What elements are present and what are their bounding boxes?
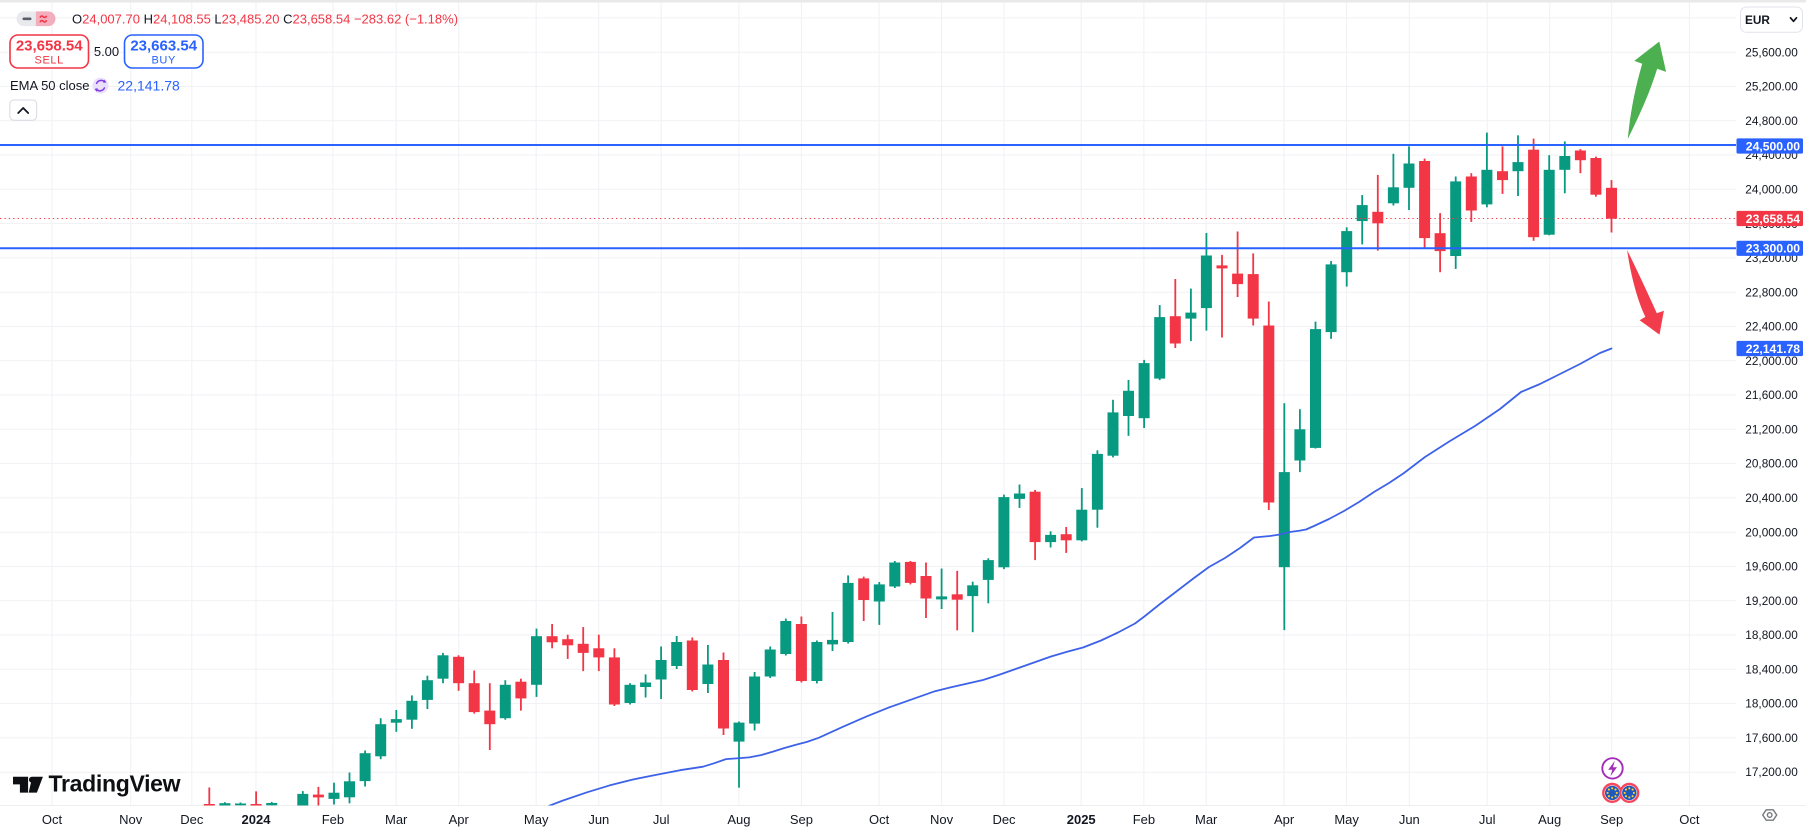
svg-text:21,600.00: 21,600.00 bbox=[1745, 388, 1798, 402]
svg-text:17,600.00: 17,600.00 bbox=[1745, 731, 1798, 745]
svg-text:TradingView: TradingView bbox=[49, 771, 181, 797]
svg-text:25,600.00: 25,600.00 bbox=[1745, 45, 1798, 59]
svg-text:2024: 2024 bbox=[242, 812, 272, 827]
svg-text:Jul: Jul bbox=[1479, 812, 1496, 827]
svg-text:20,800.00: 20,800.00 bbox=[1745, 457, 1798, 471]
svg-text:Sep: Sep bbox=[790, 812, 813, 827]
svg-text:Oct: Oct bbox=[42, 812, 63, 827]
svg-text:18,800.00: 18,800.00 bbox=[1745, 628, 1798, 642]
svg-text:22,141.78: 22,141.78 bbox=[1746, 342, 1800, 356]
svg-text:22,400.00: 22,400.00 bbox=[1745, 320, 1798, 334]
svg-text:May: May bbox=[1334, 812, 1359, 827]
svg-text:Dec: Dec bbox=[992, 812, 1016, 827]
svg-text:Jun: Jun bbox=[1399, 812, 1420, 827]
svg-text:24,000.00: 24,000.00 bbox=[1745, 183, 1798, 197]
svg-text:18,000.00: 18,000.00 bbox=[1745, 697, 1798, 711]
svg-text:Dec: Dec bbox=[180, 812, 204, 827]
svg-text:18,400.00: 18,400.00 bbox=[1745, 662, 1798, 676]
svg-text:20,000.00: 20,000.00 bbox=[1745, 525, 1798, 539]
svg-text:23,658.54: 23,658.54 bbox=[16, 38, 83, 55]
svg-text:Aug: Aug bbox=[727, 812, 750, 827]
svg-text:24,500.00: 24,500.00 bbox=[1746, 139, 1800, 153]
svg-text:24,800.00: 24,800.00 bbox=[1745, 114, 1798, 128]
svg-text:EUR: EUR bbox=[1745, 13, 1770, 27]
svg-text:19,200.00: 19,200.00 bbox=[1745, 594, 1798, 608]
svg-text:22,800.00: 22,800.00 bbox=[1745, 285, 1798, 299]
svg-text:Nov: Nov bbox=[119, 812, 143, 827]
svg-text:Jun: Jun bbox=[588, 812, 609, 827]
svg-text:22,141.78: 22,141.78 bbox=[118, 77, 180, 93]
svg-text:Mar: Mar bbox=[1195, 812, 1218, 827]
svg-text:21,200.00: 21,200.00 bbox=[1745, 422, 1798, 436]
svg-text:Feb: Feb bbox=[322, 812, 344, 827]
svg-text:17,200.00: 17,200.00 bbox=[1745, 765, 1798, 779]
svg-text:20,400.00: 20,400.00 bbox=[1745, 491, 1798, 505]
svg-text:O24,007.70 H24,108.55 L23,485.: O24,007.70 H24,108.55 L23,485.20 C23,658… bbox=[72, 12, 458, 27]
svg-text:Oct: Oct bbox=[1679, 812, 1700, 827]
svg-text:Sep: Sep bbox=[1600, 812, 1623, 827]
svg-text:23,663.54: 23,663.54 bbox=[130, 38, 197, 55]
svg-text:May: May bbox=[524, 812, 549, 827]
svg-text:EMA 50 close: EMA 50 close bbox=[10, 78, 90, 93]
svg-text:Jul: Jul bbox=[653, 812, 670, 827]
svg-text:Oct: Oct bbox=[869, 812, 890, 827]
svg-text:2025: 2025 bbox=[1067, 812, 1096, 827]
svg-text:Feb: Feb bbox=[1133, 812, 1155, 827]
svg-text:22,000.00: 22,000.00 bbox=[1745, 354, 1798, 368]
svg-text:23,658.54: 23,658.54 bbox=[1746, 212, 1800, 226]
svg-text:Nov: Nov bbox=[930, 812, 954, 827]
svg-text:BUY: BUY bbox=[151, 55, 175, 67]
svg-text:Apr: Apr bbox=[1274, 812, 1295, 827]
svg-text:25,200.00: 25,200.00 bbox=[1745, 80, 1798, 94]
svg-text:SELL: SELL bbox=[35, 55, 64, 67]
svg-text:Mar: Mar bbox=[385, 812, 408, 827]
svg-text:5.00: 5.00 bbox=[94, 44, 119, 59]
svg-text:Apr: Apr bbox=[449, 812, 470, 827]
svg-text:19,600.00: 19,600.00 bbox=[1745, 560, 1798, 574]
svg-text:Aug: Aug bbox=[1538, 812, 1561, 827]
svg-text:23,300.00: 23,300.00 bbox=[1746, 242, 1800, 256]
